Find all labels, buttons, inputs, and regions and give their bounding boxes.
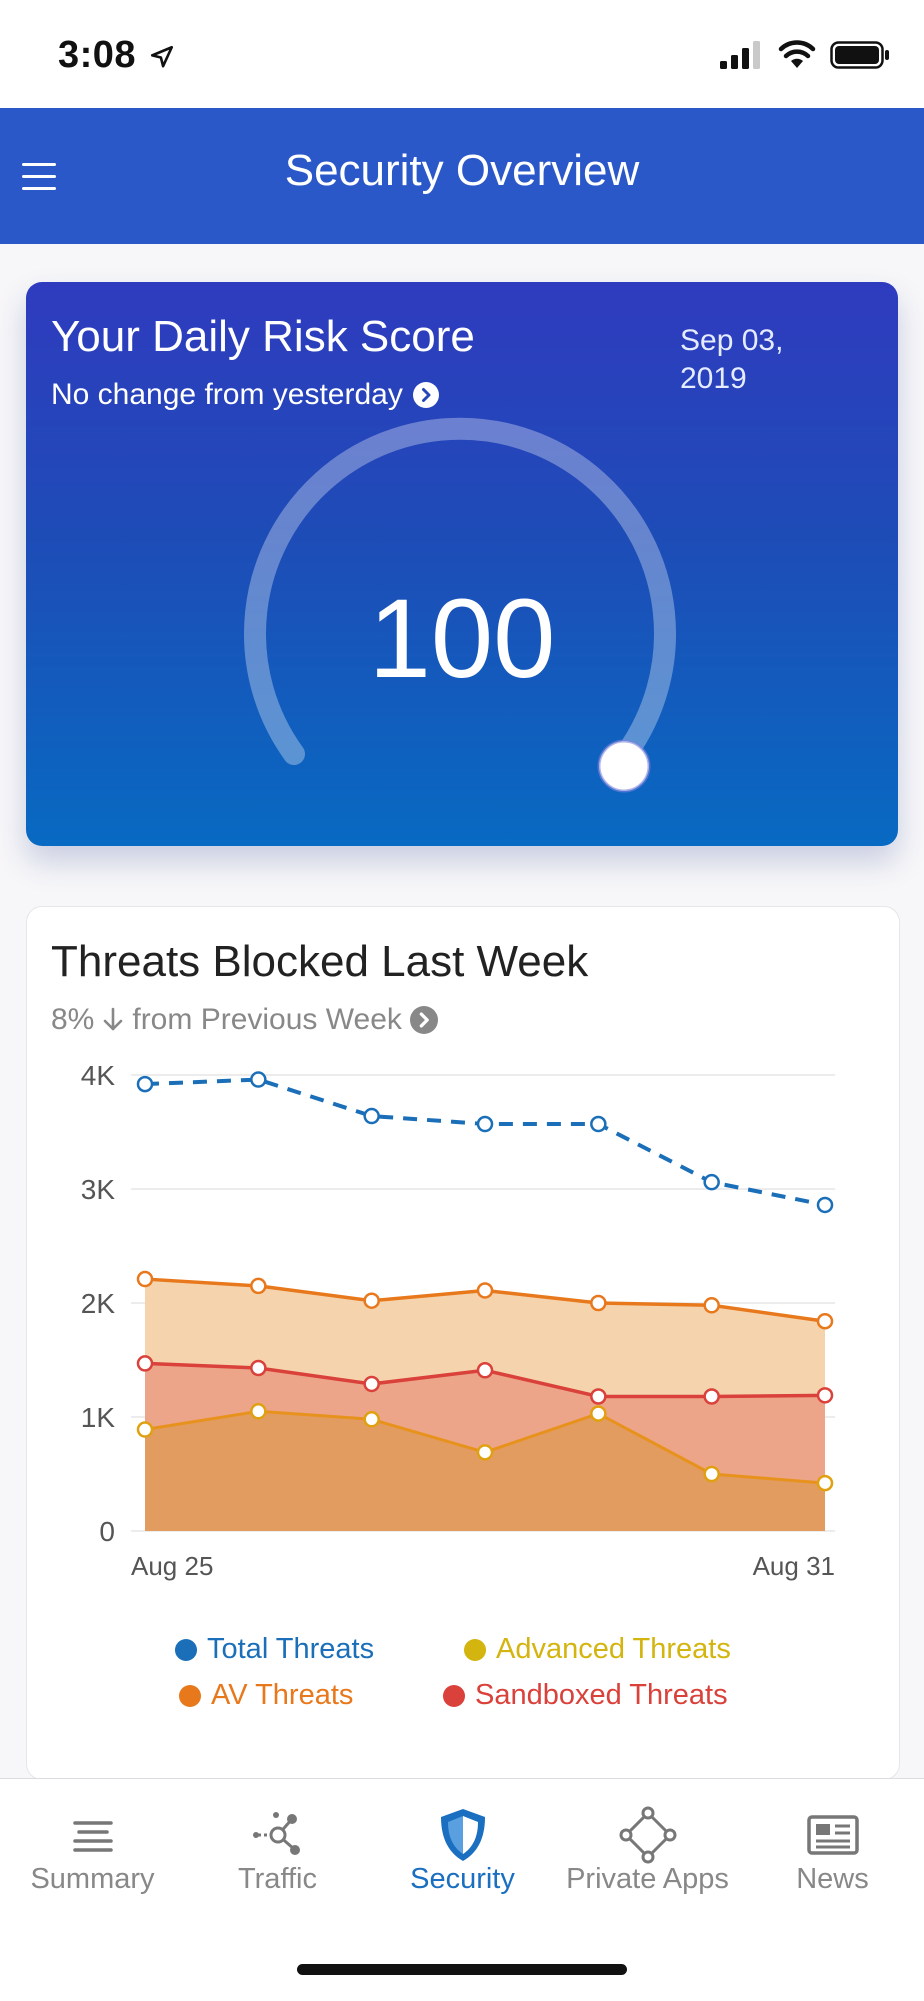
battery-icon: [830, 41, 889, 69]
y-tick-label: 1K: [81, 1402, 116, 1433]
point-sandboxed-threats: [250, 1359, 267, 1377]
y-tick-label: 2K: [81, 1288, 116, 1319]
nav-summary[interactable]: Summary: [0, 1779, 185, 1909]
home-indicator: [297, 1964, 627, 1975]
newspaper-icon: [806, 1815, 859, 1855]
legend-label: Total Threats: [207, 1633, 375, 1665]
point-advanced-threats: [250, 1403, 267, 1420]
threats-change-pct: 8%: [51, 1003, 95, 1036]
legend-dot: [175, 1638, 197, 1661]
x-tick-label: Aug 25: [131, 1551, 213, 1581]
nav-traffic[interactable]: Traffic: [185, 1779, 370, 1909]
threats-card-title: Threats Blocked Last Week: [51, 937, 589, 986]
gauge-track: [244, 417, 676, 765]
arrow-down-icon: [104, 1007, 123, 1031]
point-total-threats: [590, 1115, 607, 1133]
risk-subtitle-text: No change from yesterday: [51, 378, 403, 411]
point-av-threats: [250, 1277, 267, 1295]
status-bar: 3:08: [0, 0, 924, 108]
nav-label: Traffic: [238, 1863, 317, 1895]
point-av-threats: [136, 1270, 154, 1288]
point-advanced-threats: [476, 1444, 494, 1461]
shield-icon: [440, 1809, 485, 1861]
y-tick-label: 4K: [81, 1060, 116, 1091]
legend-label: Advanced Threats: [496, 1633, 731, 1665]
point-sandboxed-threats: [816, 1387, 834, 1404]
point-av-threats: [816, 1312, 834, 1330]
chevron-right-circle-icon[interactable]: [412, 382, 439, 408]
threats-card-subtitle[interactable]: 8% from Previous Week: [51, 1003, 438, 1037]
point-total-threats: [136, 1075, 154, 1093]
legend-label: Sandboxed Threats: [475, 1679, 728, 1711]
status-time: 3:08: [58, 34, 175, 77]
point-sandboxed-threats: [703, 1388, 720, 1405]
risk-score-value: 100: [368, 576, 556, 701]
legend-item-av[interactable]: AV Threats: [179, 1679, 353, 1712]
risk-date: Sep 03, 2019: [680, 324, 784, 395]
nav-label: Private Apps: [566, 1863, 729, 1895]
nav-security[interactable]: Security: [370, 1779, 555, 1909]
point-advanced-threats: [703, 1465, 720, 1483]
private-apps-icon: [619, 1806, 676, 1864]
legend-dot: [443, 1684, 465, 1707]
legend-item-sandboxed[interactable]: Sandboxed Threats: [443, 1679, 728, 1712]
point-total-threats: [703, 1173, 720, 1191]
nav-news[interactable]: News: [740, 1779, 924, 1909]
app-header: Security Overview: [0, 108, 924, 244]
point-total-threats: [476, 1115, 494, 1133]
point-sandboxed-threats: [476, 1362, 494, 1379]
threats-chart: 0 1K 2K 3K 4K Aug 25 Aug 31: [81, 1060, 835, 1581]
hamburger-menu-icon[interactable]: [22, 148, 66, 204]
point-total-threats: [816, 1196, 834, 1214]
status-icons: [720, 40, 890, 70]
legend-item-advanced[interactable]: Advanced Threats: [464, 1633, 731, 1666]
legend-dot: [464, 1638, 486, 1661]
point-advanced-threats: [590, 1405, 607, 1422]
point-total-threats: [250, 1071, 267, 1088]
risk-card-title: Your Daily Risk Score: [51, 312, 475, 361]
legend-label: AV Threats: [211, 1679, 354, 1711]
cellular-signal-icon: [720, 41, 760, 69]
summary-lines-icon: [72, 1821, 113, 1852]
point-av-threats: [590, 1294, 607, 1312]
point-total-threats: [363, 1107, 380, 1125]
traffic-nodes-icon: [252, 1812, 300, 1855]
threats-change-text: from Previous Week: [132, 1003, 402, 1036]
wifi-icon: [778, 40, 816, 68]
legend-item-total[interactable]: Total Threats: [175, 1633, 374, 1666]
legend-dot: [179, 1684, 201, 1707]
area-advanced-threats: [145, 1411, 825, 1531]
point-sandboxed-threats: [363, 1375, 380, 1393]
risk-gauge: [244, 417, 676, 793]
y-tick-label: 0: [99, 1516, 115, 1547]
y-tick-label: 3K: [81, 1174, 116, 1205]
status-time-text: 3:08: [58, 34, 137, 76]
nav-label: Summary: [30, 1863, 155, 1895]
point-advanced-threats: [816, 1474, 834, 1492]
point-av-threats: [363, 1292, 380, 1309]
threats-card[interactable]: 0 1K 2K 3K 4K Aug 25 Aug 31 Threats Blocked La…: [26, 906, 900, 1780]
page-title: Security Overview: [284, 146, 640, 195]
risk-card-subtitle[interactable]: No change from yesterday: [51, 378, 439, 412]
nav-private-apps[interactable]: Private Apps: [555, 1779, 740, 1909]
gauge-knob: [597, 739, 651, 793]
point-av-threats: [476, 1282, 494, 1299]
point-advanced-threats: [136, 1421, 154, 1438]
chevron-right-circle-icon[interactable]: [409, 1006, 438, 1034]
point-av-threats: [703, 1297, 720, 1314]
point-sandboxed-threats: [136, 1355, 154, 1372]
point-advanced-threats: [363, 1411, 380, 1428]
nav-label: Security: [410, 1863, 515, 1895]
nav-label: News: [796, 1863, 869, 1895]
location-arrow-icon: [151, 45, 174, 68]
line-total-threats: [144, 1077, 826, 1207]
risk-score-card[interactable]: Your Daily Risk Score No change from yes…: [26, 282, 898, 846]
bottom-nav: Summary Traffic Security Pri: [0, 1778, 924, 2001]
point-sandboxed-threats: [590, 1388, 607, 1405]
x-tick-label: Aug 31: [753, 1551, 835, 1581]
